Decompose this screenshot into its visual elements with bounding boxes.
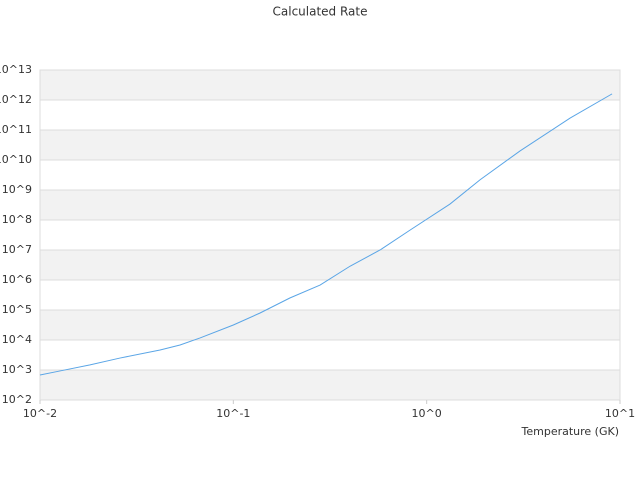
y-tick-label: 10^6	[2, 273, 32, 286]
y-tick-label: 10^3	[2, 363, 32, 376]
grid-band	[40, 310, 620, 340]
y-tick-label: 10^9	[2, 183, 32, 196]
grid-band	[40, 130, 620, 160]
y-tick-label: 10^13	[0, 63, 32, 76]
y-tick-label: 10^12	[0, 93, 32, 106]
y-tick-label: 10^10	[0, 153, 32, 166]
line-series	[39, 93, 613, 376]
x-tick-label: 10^-2	[23, 407, 57, 420]
y-tick-label: 10^11	[0, 123, 32, 136]
y-tick-label: 10^5	[2, 303, 32, 316]
grid-band	[40, 370, 620, 400]
x-tick-label: 10^1	[605, 407, 635, 420]
grid-band	[40, 250, 620, 280]
x-tick-label: 10^-1	[216, 407, 250, 420]
plot-border	[39, 69, 621, 401]
y-tick-label: 10^8	[2, 213, 32, 226]
x-axis-label: Temperature (GK)	[521, 425, 620, 438]
y-tick-label: 10^4	[2, 333, 32, 346]
grid-band	[40, 70, 620, 100]
x-tick-label: 10^0	[412, 407, 442, 420]
grid-band	[40, 190, 620, 220]
chart-title: Calculated Rate	[273, 5, 368, 19]
y-tick-label: 10^2	[2, 393, 32, 406]
y-tick-label: 10^7	[2, 243, 32, 256]
